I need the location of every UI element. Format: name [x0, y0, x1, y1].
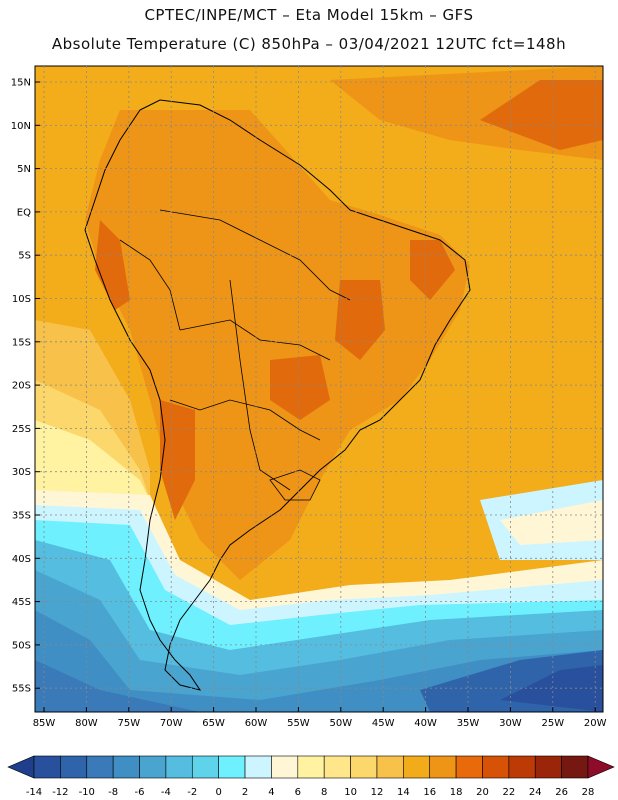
- lon-label: 70W: [160, 718, 183, 729]
- colorbar-label: -12: [52, 787, 68, 798]
- colorbar-label: 10: [344, 787, 357, 798]
- colorbar-swatch: [244, 755, 272, 779]
- lon-label: 65W: [202, 718, 225, 729]
- longitude-labels: 85W 80W 75W 70W 65W 60W 55W 50W 45W 40W 35W 30W 25W 2…: [33, 718, 607, 729]
- colorbar-swatch: [191, 755, 219, 779]
- colorbar-label: 4: [268, 787, 274, 798]
- colorbar-swatch: [86, 755, 114, 779]
- colorbar-label: -6: [135, 787, 145, 798]
- colorbar-swatch: [323, 755, 351, 779]
- colorbar: [7, 755, 615, 779]
- axis-ticks: [35, 81, 596, 712]
- lat-label: 15N: [11, 78, 31, 89]
- lat-label: 25S: [12, 424, 31, 435]
- lon-label: 35W: [457, 718, 480, 729]
- lat-label: 55S: [12, 684, 31, 695]
- lon-label: 20W: [584, 718, 607, 729]
- colorbar-label: 0: [215, 787, 221, 798]
- colorbar-label: 6: [295, 787, 301, 798]
- map-title: CPTEC/INPE/MCT – Eta Model 15km – GFS: [144, 6, 474, 24]
- colorbar-label: 22: [502, 787, 515, 798]
- lat-label: 5N: [17, 164, 31, 175]
- colorbar-swatch: [165, 755, 193, 779]
- lat-label: 45S: [12, 597, 31, 608]
- colorbar-swatch: [403, 755, 431, 779]
- colorbar-label: 16: [423, 787, 436, 798]
- colorbar-swatch: [455, 755, 483, 779]
- colorbar-swatch: [271, 755, 299, 779]
- lat-label: 15S: [12, 337, 31, 348]
- colorbar-swatch: [429, 755, 457, 779]
- lat-label: 5S: [18, 251, 31, 262]
- map-subtitle: Absolute Temperature (C) 850hPa – 03/04/…: [51, 35, 567, 53]
- lat-label: EQ: [17, 207, 31, 218]
- lon-label: 30W: [499, 718, 522, 729]
- colorbar-swatch: [561, 755, 589, 779]
- colorbar-swatch: [376, 755, 404, 779]
- colorbar-labels: -14 -12 -10 -8 -6 -4 -2 0 2 4 6 8 10 12 14 16 18 20 22 24 26…: [26, 787, 595, 798]
- colorbar-label: 18: [450, 787, 463, 798]
- colorbar-label: 24: [529, 787, 542, 798]
- lon-label: 25W: [541, 718, 564, 729]
- colorbar-label: 28: [582, 787, 595, 798]
- colorbar-label: 8: [321, 787, 327, 798]
- colorbar-label: 26: [555, 787, 568, 798]
- colorbar-swatch: [33, 755, 61, 779]
- colorbar-label: -4: [161, 787, 171, 798]
- lat-label: 10S: [12, 294, 31, 305]
- colorbar-label: 2: [242, 787, 248, 798]
- lat-label: 30S: [12, 467, 31, 478]
- colorbar-label: 12: [371, 787, 384, 798]
- lat-label: 10N: [11, 121, 31, 132]
- colorbar-label: -14: [26, 787, 42, 798]
- map-frame: [34, 65, 604, 713]
- colorbar-label: -8: [108, 787, 118, 798]
- lon-label: 45W: [372, 718, 395, 729]
- colorbar-swatch: [350, 755, 378, 779]
- colorbar-swatch: [534, 755, 562, 779]
- colorbar-swatch: [508, 755, 536, 779]
- lon-label: 40W: [414, 718, 437, 729]
- lon-label: 75W: [117, 718, 140, 729]
- colorbar-label: 20: [476, 787, 489, 798]
- lon-label: 80W: [75, 718, 98, 729]
- latitude-labels: 15N 10N 5N EQ 5S 10S 15S 20S 25S 30S 35S 40S 45S 50S 5…: [11, 78, 31, 695]
- lon-label: 55W: [287, 718, 310, 729]
- lon-label: 85W: [33, 718, 56, 729]
- lat-label: 50S: [12, 640, 31, 651]
- colorbar-label: 14: [397, 787, 410, 798]
- lat-label: 20S: [12, 381, 31, 392]
- colorbar-label: -2: [187, 787, 197, 798]
- lon-label: 50W: [329, 718, 352, 729]
- lon-label: 60W: [245, 718, 268, 729]
- colorbar-label: -10: [79, 787, 95, 798]
- colorbar-swatch: [60, 755, 88, 779]
- colorbar-swatch: [112, 755, 140, 779]
- lat-label: 35S: [12, 511, 31, 522]
- colorbar-swatch: [139, 755, 167, 779]
- colorbar-swatch: [297, 755, 325, 779]
- colorbar-swatch: [482, 755, 510, 779]
- temperature-field: [35, 66, 603, 712]
- lat-label: 40S: [12, 554, 31, 565]
- colorbar-max-arrow: [587, 755, 615, 779]
- colorbar-swatch: [218, 755, 246, 779]
- colorbar-min-arrow: [7, 755, 35, 779]
